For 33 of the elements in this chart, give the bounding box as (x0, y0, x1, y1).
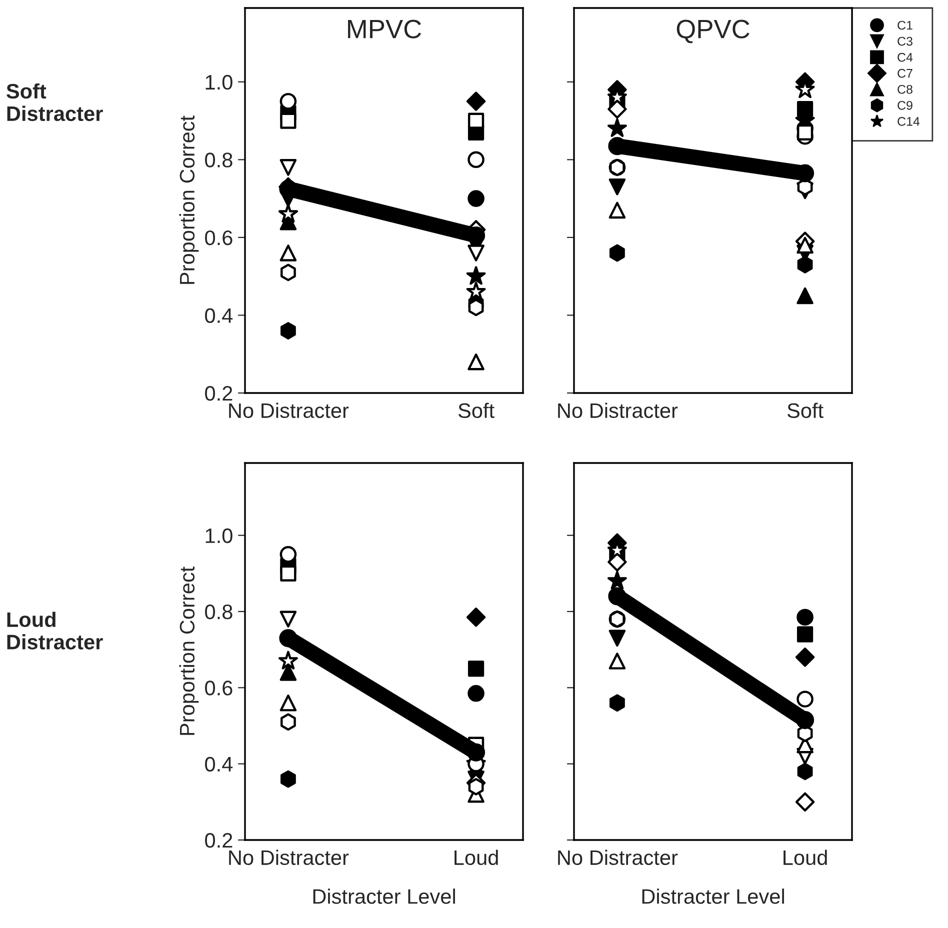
y-tick-label: 0.6 (205, 680, 232, 696)
legend-label: C4 (898, 52, 913, 62)
y-axis-title: Proportion Correct (179, 566, 199, 735)
x-tick-label: Soft (458, 402, 494, 418)
chart-title: QPVC (676, 20, 750, 44)
x-tick-label: Soft (787, 402, 824, 418)
legend-label: C14 (898, 116, 920, 126)
legend-label: C3 (898, 36, 912, 46)
x-tick-label: Loud (784, 850, 827, 866)
y-tick-label: 0.4 (205, 756, 233, 772)
legend-label: C7 (898, 68, 912, 78)
chart-title: MPVC (348, 20, 422, 38)
y-tick-label: 0.2 (205, 386, 232, 401)
x-axis-title: Distracter Level (642, 888, 784, 904)
legend-label: C8 (898, 84, 912, 94)
x-axis-title: Distracter Level (313, 888, 455, 904)
x-tick-label: No Distracter (558, 850, 678, 866)
y-tick-label: 0.8 (205, 152, 232, 168)
y-tick-label: 0.8 (205, 604, 232, 620)
legend-label: C1 (898, 20, 912, 30)
x-tick-label: Loud (454, 850, 498, 866)
x-tick-label: No Distracter (229, 850, 349, 866)
y-tick-label: 1.0 (206, 74, 232, 90)
y-tick-label: 1.0 (206, 528, 232, 544)
y-axis-title: Proportion Correct (179, 116, 199, 284)
y-tick-label: 0.4 (205, 308, 233, 323)
y-tick-label: 0.2 (205, 833, 232, 848)
text: Loud Distracter (7, 612, 103, 650)
x-tick-label: No Distracter (558, 402, 678, 418)
legend-label: C9 (898, 100, 912, 110)
x-tick-label: No Distracter (229, 402, 349, 418)
text: Soft Distracter (6, 83, 103, 122)
y-tick-label: 0.6 (205, 230, 232, 246)
